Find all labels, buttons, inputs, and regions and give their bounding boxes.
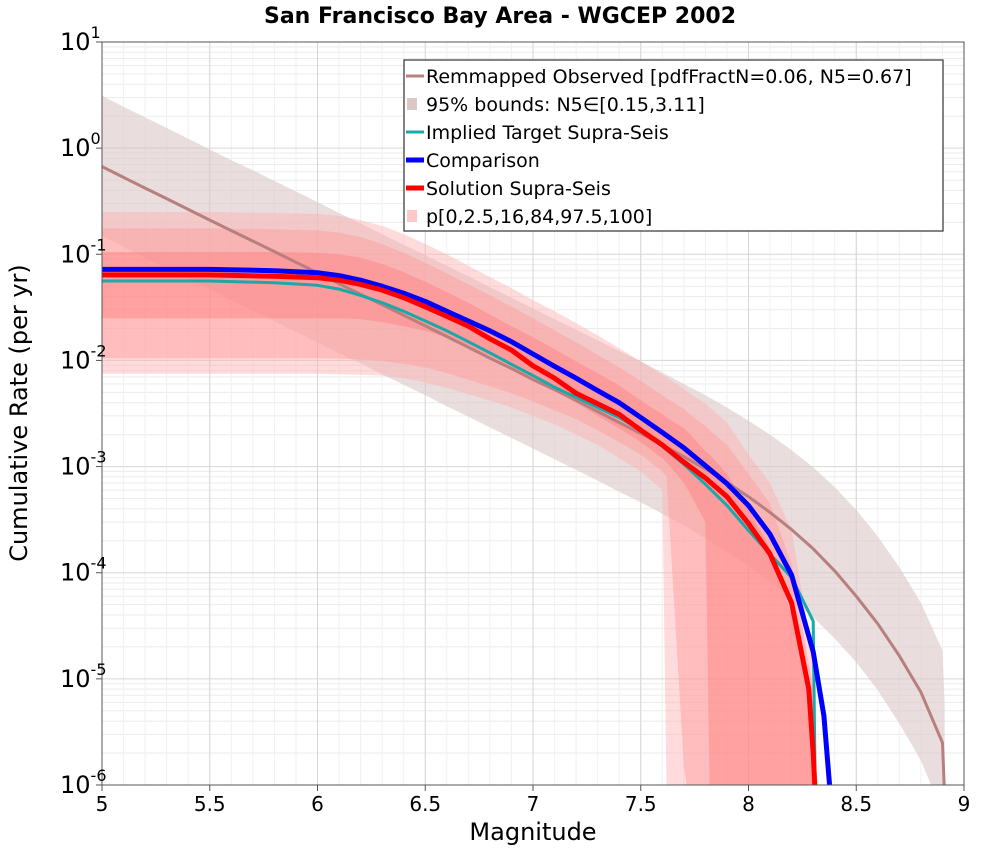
legend-label: Comparison — [426, 150, 540, 172]
x-tick-label: 8.5 — [840, 792, 872, 816]
y-tick-label: 10-2 — [60, 341, 107, 374]
y-tick-label: 10-4 — [60, 554, 107, 587]
y-axis-ticks: 10-6 10-5 10-4 10-3 10-2 10-1 100 101 — [60, 23, 107, 799]
solution-band-p0-p100 — [102, 212, 816, 785]
legend-entries: Remmapped Observed [pdfFractN=0.06, N5=0… — [406, 66, 912, 228]
x-axis-ticks: 5 5.5 6 6.5 7 7.5 8 8.5 9 — [96, 785, 971, 816]
lines-layer — [102, 165, 946, 785]
x-axis-label: Magnitude — [469, 818, 596, 846]
x-tick-label: 6 — [311, 792, 324, 816]
series-line-3 — [102, 272, 818, 785]
y-tick-label: 10-3 — [60, 448, 107, 481]
legend-label: Solution Supra-Seis — [426, 178, 611, 200]
legend-swatch-fill — [407, 98, 417, 110]
x-tick-label: 5 — [96, 792, 109, 816]
solution-band-p2_5-p97_5 — [102, 228, 816, 785]
series-line-2 — [102, 266, 833, 785]
y-tick-label: 100 — [60, 129, 101, 162]
y-axis-label: Cumulative Rate (per yr) — [5, 264, 33, 562]
solution-band-p16-p84 — [102, 252, 816, 785]
x-tick-label: 7.5 — [625, 792, 657, 816]
x-tick-label: 8 — [742, 792, 755, 816]
series-line-1 — [102, 279, 817, 785]
legend-label: Implied Target Supra-Seis — [426, 122, 669, 144]
x-tick-label: 7 — [527, 792, 540, 816]
legend-label: p[0,2.5,16,84,97.5,100] — [426, 206, 652, 228]
y-tick-label: 10-6 — [60, 766, 107, 799]
y-tick-label: 10-5 — [60, 660, 107, 693]
legend-box — [403, 59, 944, 232]
legend-label: 95% bounds: N5∈[0.15,3.11] — [426, 94, 705, 116]
chart-title: San Francisco Bay Area - WGCEP 2002 — [264, 4, 736, 29]
x-tick-label: 5.5 — [194, 792, 226, 816]
plot-area — [102, 95, 946, 785]
legend: Remmapped Observed [pdfFractN=0.06, N5=0… — [403, 59, 944, 232]
x-tick-label: 9 — [958, 792, 971, 816]
observed-95-band — [102, 95, 945, 785]
y-tick-label: 10-1 — [60, 235, 107, 268]
legend-swatch-fill — [407, 210, 417, 222]
y-tick-label: 101 — [60, 23, 101, 56]
bands-layer — [102, 95, 945, 785]
x-tick-label: 6.5 — [409, 792, 441, 816]
legend-label: Remmapped Observed [pdfFractN=0.06, N5=0… — [426, 66, 912, 88]
series-line-0 — [102, 165, 946, 785]
